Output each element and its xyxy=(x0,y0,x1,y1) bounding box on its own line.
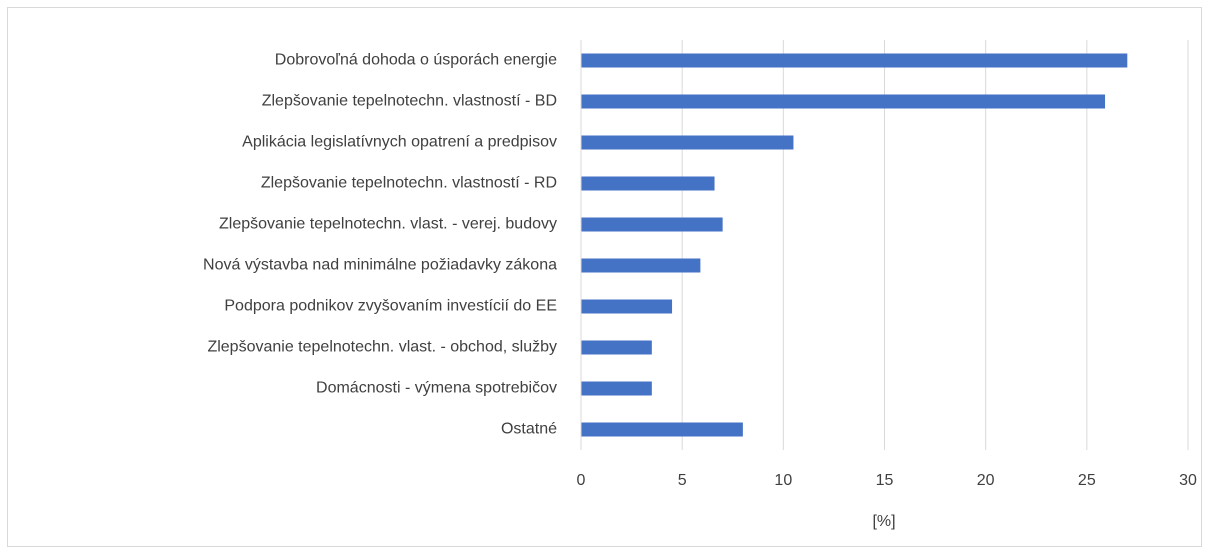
y-tick-label: Zlepšovanie tepelnotechn. vlastností - B… xyxy=(262,93,557,110)
y-tick-label: Domácnosti - výmena spotrebičov xyxy=(316,380,557,397)
bar xyxy=(581,176,715,191)
x-tick-label: 15 xyxy=(876,472,894,489)
y-tick-label: Ostatné xyxy=(501,421,557,438)
y-tick-label: Nová výstavba nad minimálne požiadavky z… xyxy=(203,257,557,274)
bar xyxy=(581,135,794,150)
y-tick-label: Aplikácia legislatívnych opatrení a pred… xyxy=(242,134,557,151)
bar xyxy=(581,381,652,396)
chart-border xyxy=(7,7,1202,547)
y-tick-label: Zlepšovanie tepelnotechn. vlastností - R… xyxy=(261,175,557,192)
bar xyxy=(581,422,743,437)
x-tick-label: 30 xyxy=(1179,472,1197,489)
y-tick-label: Zlepšovanie tepelnotechn. vlast. - obcho… xyxy=(207,339,557,356)
x-tick-label: 5 xyxy=(678,472,687,489)
y-tick-label: Podpora podnikov zvyšovaním investícií d… xyxy=(224,298,557,315)
y-tick-label: Zlepšovanie tepelnotechn. vlast. - verej… xyxy=(219,216,557,233)
x-tick-label: 20 xyxy=(977,472,995,489)
bar xyxy=(581,217,723,232)
bar xyxy=(581,340,652,355)
bar xyxy=(581,299,673,314)
bar xyxy=(581,53,1128,68)
x-tick-label: 0 xyxy=(577,472,586,489)
y-tick-label: Dobrovoľná dohoda o úsporách energie xyxy=(275,52,557,69)
x-tick-label: 25 xyxy=(1078,472,1096,489)
x-axis-label: [%] xyxy=(872,513,895,530)
bar xyxy=(581,94,1106,109)
bar xyxy=(581,258,701,273)
x-tick-label: 10 xyxy=(774,472,792,489)
